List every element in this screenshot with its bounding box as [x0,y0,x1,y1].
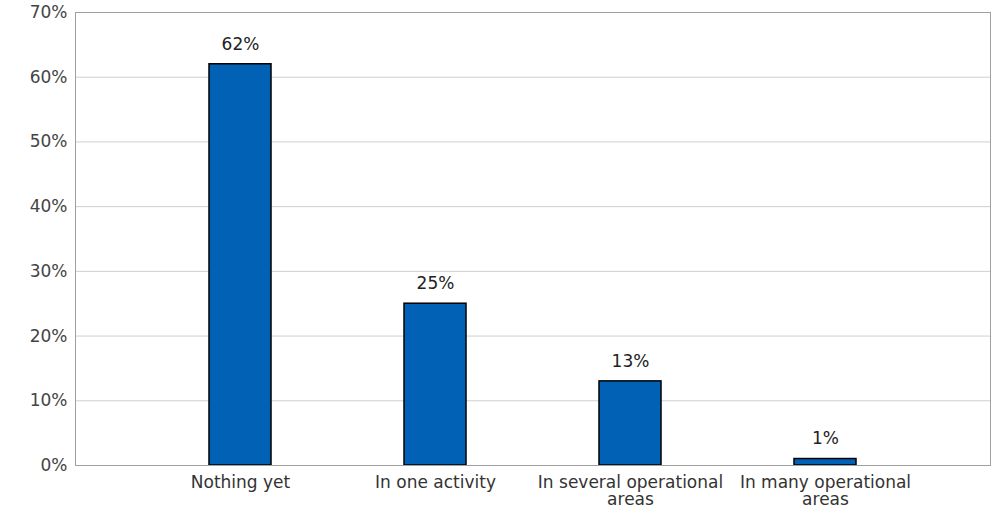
svg-text:1%: 1% [812,428,839,448]
svg-text:50%: 50% [30,131,68,151]
svg-text:Nothing yet: Nothing yet [191,472,291,492]
svg-text:70%: 70% [30,2,68,22]
svg-text:60%: 60% [30,67,68,87]
svg-text:62%: 62% [222,34,260,54]
svg-text:In several operationalareas: In several operationalareas [538,472,723,509]
svg-text:20%: 20% [30,326,68,346]
svg-text:30%: 30% [30,261,68,281]
svg-text:In many operationalareas: In many operationalareas [740,472,911,509]
svg-text:25%: 25% [417,273,455,293]
svg-text:40%: 40% [30,196,68,216]
svg-text:13%: 13% [612,351,650,371]
svg-text:In one activity: In one activity [375,472,496,492]
svg-text:0%: 0% [41,455,68,475]
svg-text:10%: 10% [30,390,68,410]
